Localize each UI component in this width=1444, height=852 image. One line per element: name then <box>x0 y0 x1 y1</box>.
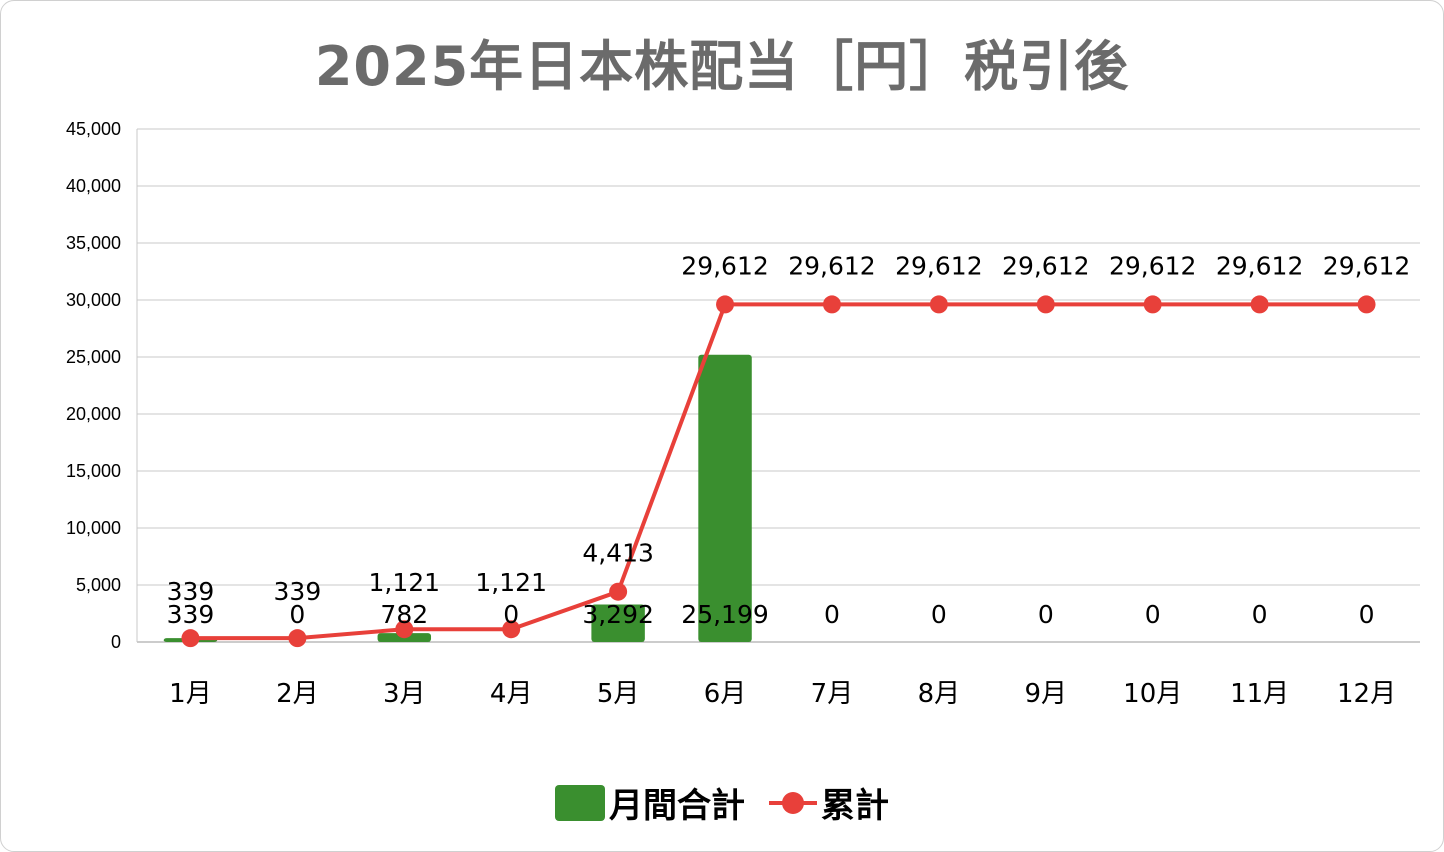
line-point <box>929 295 948 314</box>
line-series <box>181 295 1376 648</box>
bar-data-label: 0 <box>824 600 840 629</box>
x-tick-label: 5月 <box>597 679 640 709</box>
y-tick-label: 25,000 <box>66 347 121 367</box>
legend-label-cumulative: 累計 <box>821 786 889 826</box>
bar-data-label: 25,199 <box>681 600 768 629</box>
line-point <box>395 620 414 639</box>
chart-title: 2025年日本株配当［円］税引後 <box>314 35 1130 98</box>
bar-data-label: 3,292 <box>582 600 654 629</box>
gridlines <box>136 128 1420 643</box>
x-tick-label: 12月 <box>1337 679 1396 709</box>
y-tick-label: 35,000 <box>66 233 121 253</box>
bar-data-label: 0 <box>1252 600 1268 629</box>
line-point <box>1357 295 1376 314</box>
line-data-label: 29,612 <box>788 251 875 280</box>
bar <box>591 604 645 642</box>
line-data-label: 29,612 <box>681 251 768 280</box>
bar-data-label: 339 <box>167 600 215 629</box>
x-tick-label: 11月 <box>1230 679 1289 709</box>
x-tick-label: 2月 <box>276 679 319 709</box>
y-tick-label: 5,000 <box>76 575 121 595</box>
line-point <box>181 629 200 648</box>
legend-item-cumulative: 累計 <box>769 778 889 827</box>
bar-data-label: 0 <box>931 600 947 629</box>
y-tick-label: 45,000 <box>66 119 121 139</box>
cumulative-line <box>190 302 1367 641</box>
line-data-label: 339 <box>167 577 215 606</box>
x-tick-label: 1月 <box>169 679 212 709</box>
line-point <box>822 295 841 314</box>
y-tick-label: 15,000 <box>66 461 121 481</box>
line-data-label: 339 <box>274 577 322 606</box>
bar-data-label: 0 <box>1359 600 1375 629</box>
line-point <box>716 295 735 314</box>
bar-data-label: 782 <box>380 600 428 629</box>
x-tick-label: 3月 <box>383 679 426 709</box>
line-data-label: 29,612 <box>1109 251 1196 280</box>
y-tick-label: 10,000 <box>66 518 121 538</box>
line-data-label: 1,121 <box>475 568 547 597</box>
line-data-label: 29,612 <box>1323 251 1410 280</box>
line-point <box>1143 295 1162 314</box>
line-data-label: 29,612 <box>895 251 982 280</box>
line-point <box>502 620 521 639</box>
legend-swatch-line <box>769 785 817 821</box>
x-tick-label: 9月 <box>1025 679 1068 709</box>
line-data-label: 29,612 <box>1002 251 1089 280</box>
bar <box>698 354 752 642</box>
legend-swatch-bar <box>555 784 605 821</box>
bar-data-label: 0 <box>1038 600 1054 629</box>
bar-data-label: 0 <box>289 600 305 629</box>
bar-series <box>163 354 752 642</box>
line-point <box>609 582 628 601</box>
line-point <box>1036 295 1055 314</box>
line-point <box>288 629 307 648</box>
x-axis-ticks: 1月 2月 3月 4月 5月 6月 7月 8月 9月 10月 11月 12月 <box>169 679 1396 709</box>
bar-data-label: 0 <box>503 600 519 629</box>
line-data-label: 1,121 <box>369 568 441 597</box>
x-tick-label: 8月 <box>918 679 961 709</box>
line-data-label: 4,413 <box>582 539 654 568</box>
legend: 月間合計 累計 <box>0 778 1444 827</box>
y-tick-label: 40,000 <box>66 176 121 196</box>
y-tick-label: 30,000 <box>66 290 121 310</box>
x-tick-label: 7月 <box>811 679 854 709</box>
y-tick-label: 20,000 <box>66 404 121 424</box>
legend-label-monthly: 月間合計 <box>609 786 745 826</box>
bar-data-label: 0 <box>1145 600 1161 629</box>
x-tick-label: 6月 <box>704 679 747 709</box>
x-tick-label: 4月 <box>490 679 533 709</box>
legend-item-monthly: 月間合計 <box>555 778 745 827</box>
line-data-label: 29,612 <box>1216 251 1303 280</box>
x-tick-label: 10月 <box>1123 679 1182 709</box>
y-tick-label: 0 <box>111 632 121 652</box>
y-axis-ticks: 0 5,000 10,000 15,000 20,000 25,000 30,000 35,0… <box>66 119 121 652</box>
line-point <box>1250 295 1269 314</box>
